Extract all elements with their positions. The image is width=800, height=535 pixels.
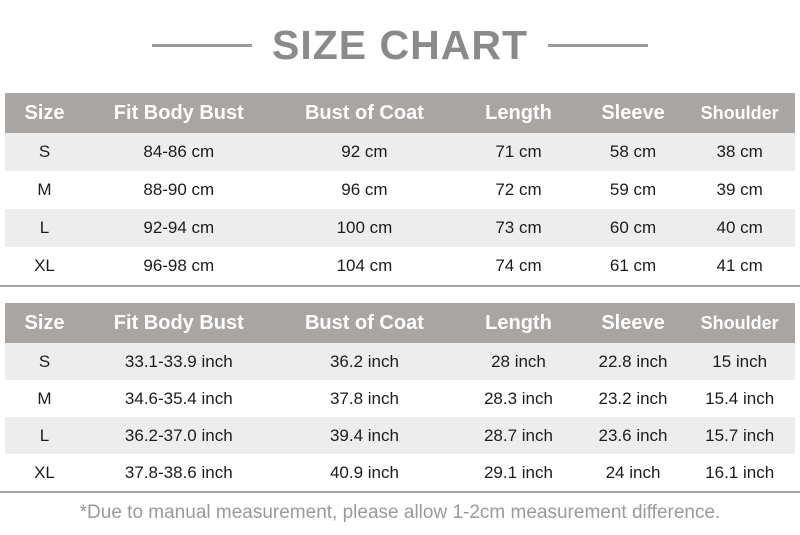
header-row: Size Fit Body Bust Bust of Coat Length Sleev…: [5, 303, 795, 343]
size-cell: S: [38, 351, 51, 371]
size-cell: XL: [34, 256, 55, 275]
measurement-cell: 36.2-37.0 inch: [124, 425, 233, 445]
table-row-l-cm: L 92-94 cm 100 cm 73 cm 60 cm 40 cm: [5, 209, 795, 247]
measurement-cell: 36.2 inch: [329, 351, 399, 371]
measurement-cell: 104 cm: [336, 256, 393, 275]
column-header-bust-of-coat: Bust of Coat: [273, 93, 456, 133]
measurement-cell: 24 inch: [605, 462, 661, 482]
size-cell: L: [39, 425, 50, 445]
size-cell: S: [38, 142, 51, 161]
table-row-xl-cm: XL 96-98 cm 104 cm 74 cm 61 cm 41 cm: [5, 247, 795, 285]
column-header-sleeve: Sleeve: [581, 303, 685, 343]
table-divider: [0, 491, 800, 493]
measurement-cell: 33.1-33.9 inch: [124, 351, 233, 371]
size-table-inch-inner: Size Fit Body Bust Bust of Coat Length Sleev…: [0, 303, 800, 491]
measurement-cell: 15.7 inch: [705, 425, 775, 445]
measurement-cell: 16.1 inch: [705, 462, 775, 482]
measurement-cell: 39.4 inch: [329, 425, 399, 445]
measurement-cell: 34.6-35.4 inch: [124, 388, 233, 408]
size-cell: XL: [34, 462, 55, 482]
measurement-footnote: *Due to manual measurement, please allow…: [79, 502, 721, 523]
measurement-cell: 23.2 inch: [598, 388, 668, 408]
measurement-cell: 40 cm: [716, 218, 763, 237]
size-table-cm-block: Size Fit Body Bust Bust of Coat Length Sleev…: [0, 93, 800, 287]
measurement-cell: 96 cm: [341, 180, 388, 199]
size-cell: M: [37, 180, 52, 199]
measurement-cell: 61 cm: [609, 256, 657, 275]
measurement-cell: 100 cm: [336, 218, 393, 237]
table-row-m-cm: M 88-90 cm 96 cm 72 cm 59 cm 39 cm: [5, 171, 795, 209]
measurement-cell: 71 cm: [495, 142, 542, 161]
title-decorative-line-right: [548, 43, 648, 47]
title-decorative-line-left: [152, 43, 252, 47]
measurement-cell: 60 cm: [609, 218, 657, 237]
measurement-cell: 41 cm: [716, 256, 763, 275]
column-header-shoulder: Shoulder: [684, 303, 795, 343]
measurement-cell: 39 cm: [716, 180, 763, 199]
measurement-cell: 28.7 inch: [483, 425, 553, 445]
column-header-fit-body-bust: Fit Body Bust: [84, 303, 274, 343]
measurement-cell: 38 cm: [716, 142, 763, 161]
column-header-sleeve: Sleeve: [581, 93, 685, 133]
measurement-cell: 92 cm: [341, 142, 388, 161]
measurement-cell: 58 cm: [609, 142, 657, 161]
size-table-inch: Size Fit Body Bust Bust of Coat Length Sleev…: [5, 303, 795, 491]
column-header-size: Size: [5, 93, 84, 133]
size-table-cm: Size Fit Body Bust Bust of Coat Length Sleev…: [5, 93, 795, 285]
measurement-cell: 29.1 inch: [483, 462, 553, 482]
measurement-cell: 40.9 inch: [329, 462, 399, 482]
measurement-cell: 88-90 cm: [143, 180, 215, 199]
header-row: Size Fit Body Bust Bust of Coat Length Sleev…: [5, 93, 795, 133]
size-cell: M: [37, 388, 52, 408]
measurement-cell: 92-94 cm: [143, 218, 215, 237]
table-row-s-cm: S 84-86 cm 92 cm 71 cm 58 cm 38 cm: [5, 133, 795, 171]
measurement-cell: 73 cm: [495, 218, 542, 237]
measurement-cell: 22.8 inch: [598, 351, 668, 371]
measurement-cell: 74 cm: [495, 256, 542, 275]
table-row-m-inch: M 34.6-35.4 inch 37.8 inch 28.3 inch 23.2 in…: [5, 380, 795, 417]
measurement-cell: 15 inch: [712, 351, 768, 371]
measurement-cell: 23.6 inch: [598, 425, 668, 445]
measurement-cell: 37.8-38.6 inch: [124, 462, 233, 482]
measurement-cell: 84-86 cm: [143, 142, 215, 161]
column-header-bust-of-coat: Bust of Coat: [273, 303, 456, 343]
measurement-cell: 15.4 inch: [705, 388, 775, 408]
measurement-cell: 96-98 cm: [143, 256, 215, 275]
size-table-cm-inner: Size Fit Body Bust Bust of Coat Length Sleev…: [0, 93, 800, 285]
column-header-fit-body-bust: Fit Body Bust: [84, 93, 274, 133]
measurement-cell: 59 cm: [609, 180, 657, 199]
column-header-length: Length: [455, 303, 582, 343]
title-row: SIZE CHART: [0, 0, 800, 72]
measurement-cell: 28.3 inch: [483, 388, 553, 408]
column-header-length: Length: [455, 93, 582, 133]
measurement-cell: 37.8 inch: [329, 388, 399, 408]
table-row-l-inch: L 36.2-37.0 inch 39.4 inch 28.7 inch 23.6 in…: [5, 417, 795, 454]
measurement-cell: 28 inch: [491, 351, 546, 371]
table-row-xl-inch: XL 37.8-38.6 inch 40.9 inch 29.1 inch 24 inc…: [5, 454, 795, 491]
size-cell: L: [39, 218, 50, 237]
column-header-shoulder: Shoulder: [684, 93, 795, 133]
measurement-cell: 72 cm: [495, 180, 542, 199]
table-divider: [0, 285, 800, 287]
table-row-s-inch: S 33.1-33.9 inch 36.2 inch 28 inch 22.8 inch…: [5, 343, 795, 380]
size-table-inch-block: Size Fit Body Bust Bust of Coat Length Sleev…: [0, 303, 800, 493]
page-title: SIZE CHART: [272, 21, 528, 68]
column-header-size: Size: [5, 303, 84, 343]
